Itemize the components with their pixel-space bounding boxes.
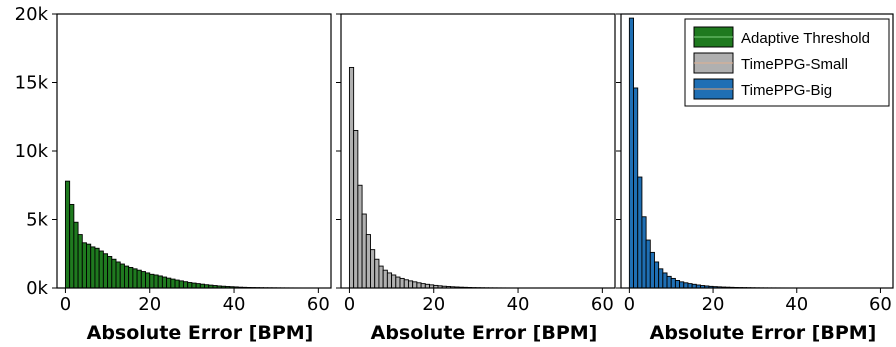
histogram-bar bbox=[687, 283, 693, 289]
histogram-bar bbox=[115, 261, 121, 289]
histogram-bar bbox=[107, 256, 113, 289]
histogram-bar bbox=[628, 17, 635, 289]
x-tick-label: 0 bbox=[344, 294, 355, 315]
histogram-bar bbox=[641, 216, 647, 289]
histogram-bar bbox=[374, 258, 380, 289]
histogram-bar bbox=[662, 272, 668, 289]
histogram-bar bbox=[123, 265, 130, 289]
histogram-bar bbox=[102, 253, 109, 289]
histogram-bar bbox=[353, 129, 359, 289]
histogram-bar bbox=[361, 213, 367, 289]
histogram-bar bbox=[73, 221, 79, 289]
x-tick-label: 40 bbox=[223, 294, 246, 315]
histogram-bar bbox=[386, 272, 393, 289]
histogram-bar bbox=[161, 276, 168, 289]
legend-label-adaptive-threshold: Adaptive Threshold bbox=[741, 30, 870, 47]
histogram-bar bbox=[357, 184, 363, 289]
histogram-bar bbox=[64, 180, 71, 289]
x-axis-label: Absolute Error [BPM] bbox=[650, 322, 877, 344]
histogram-bar bbox=[170, 278, 176, 289]
x-tick-label: 40 bbox=[507, 294, 530, 315]
x-tick-label: 60 bbox=[869, 294, 892, 315]
histogram-bar bbox=[132, 268, 138, 289]
histogram-bar bbox=[658, 268, 664, 289]
x-tick-label: 0 bbox=[624, 294, 635, 315]
legend-label-timeppg-big: TimePPG-Big bbox=[741, 82, 832, 99]
histogram-bar bbox=[399, 277, 405, 289]
histogram-bar bbox=[416, 282, 422, 289]
histogram-bar bbox=[140, 271, 146, 289]
histogram-bar bbox=[149, 273, 155, 289]
legend-label-timeppg-small: TimePPG-Small bbox=[741, 56, 848, 73]
histogram-bar bbox=[407, 280, 414, 289]
histogram-bar bbox=[111, 258, 117, 289]
histogram-bar bbox=[128, 267, 134, 289]
x-axis-label: Absolute Error [BPM] bbox=[87, 322, 314, 344]
histogram-bar bbox=[391, 274, 397, 289]
histogram-bar bbox=[645, 239, 651, 289]
histogram-bar bbox=[174, 279, 180, 289]
x-tick-label: 20 bbox=[702, 294, 725, 315]
legend: Adaptive Threshold TimePPG-Small TimePPG… bbox=[684, 18, 890, 107]
y-tick-label: 10k bbox=[15, 141, 49, 162]
histogram-bar bbox=[649, 251, 655, 289]
histogram-bar bbox=[195, 283, 201, 289]
histogram-bar bbox=[403, 279, 409, 289]
histogram-panel-timeppg-small: 0 20 40 60 Absolute Error [BPM] bbox=[336, 13, 616, 344]
histogram-panel-timeppg-big: 0 20 40 60 Absolute Error [BPM] bbox=[616, 13, 894, 344]
axes-frame bbox=[340, 13, 616, 289]
histogram-bar bbox=[81, 242, 87, 289]
histogram-bar bbox=[166, 277, 172, 289]
histogram-bar bbox=[683, 282, 689, 289]
histogram-bar bbox=[666, 275, 672, 289]
histogram-bar bbox=[187, 282, 193, 289]
axes-frame bbox=[56, 13, 332, 289]
histogram-bar bbox=[90, 246, 96, 289]
histogram-bar bbox=[654, 261, 660, 289]
histogram-bar bbox=[157, 275, 163, 289]
histogram-bar bbox=[395, 276, 401, 289]
histogram-bar bbox=[420, 283, 426, 289]
histogram-bar bbox=[679, 281, 685, 289]
x-tick-label: 60 bbox=[591, 294, 614, 315]
y-tick-label: 5k bbox=[26, 210, 48, 231]
histogram-bar bbox=[77, 234, 83, 289]
y-tick-label: 20k bbox=[15, 4, 49, 25]
x-tick-label: 40 bbox=[785, 294, 808, 315]
histogram-bar bbox=[191, 282, 197, 289]
histogram-bar bbox=[637, 176, 643, 289]
histogram-bar bbox=[178, 280, 184, 289]
x-tick-label: 20 bbox=[138, 294, 161, 315]
histogram-bar bbox=[378, 265, 384, 289]
histogram-bar bbox=[670, 277, 676, 289]
histogram-panel-adaptive-threshold: 0 20 40 60 0k 5k 10k 15k 20k Absolute Error [BPM] bbox=[15, 4, 332, 344]
x-axis-label: Absolute Error [BPM] bbox=[371, 322, 598, 344]
histogram-bar bbox=[370, 249, 376, 289]
histogram-bar bbox=[86, 243, 92, 289]
y-tick-label: 15k bbox=[15, 73, 49, 94]
y-tick-label: 0k bbox=[26, 278, 48, 299]
histogram-bar bbox=[136, 269, 142, 289]
histogram-bar bbox=[145, 272, 151, 289]
histogram-bar bbox=[382, 269, 388, 289]
histogram-bar bbox=[365, 234, 371, 289]
histogram-bar bbox=[69, 203, 75, 289]
histogram-bar bbox=[119, 263, 125, 289]
histogram-bar bbox=[153, 274, 159, 289]
histogram-bar bbox=[412, 281, 418, 289]
histogram-bar bbox=[674, 280, 681, 289]
histogram-bar bbox=[94, 247, 100, 289]
histogram-bar bbox=[98, 250, 104, 289]
histogram-bar bbox=[633, 87, 639, 289]
x-tick-label: 0 bbox=[60, 294, 71, 315]
x-tick-label: 20 bbox=[422, 294, 445, 315]
x-tick-label: 60 bbox=[307, 294, 330, 315]
histogram-bar bbox=[183, 281, 189, 289]
histogram-bar bbox=[348, 66, 355, 289]
